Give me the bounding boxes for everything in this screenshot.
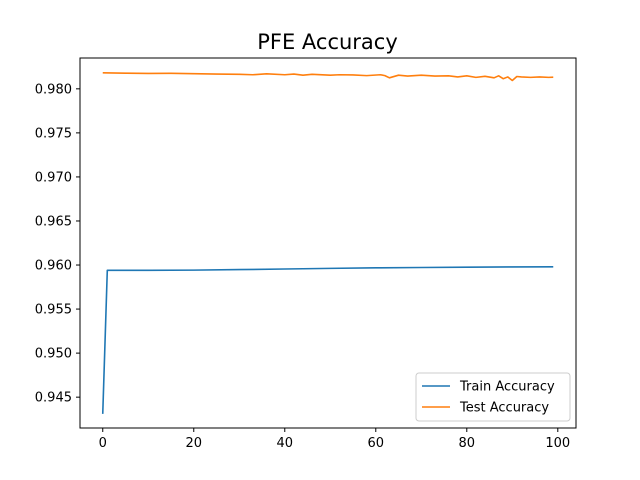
x-tick-label: 40 bbox=[276, 436, 293, 451]
x-tick-label: 80 bbox=[459, 436, 476, 451]
x-axis: 0 20 40 60 80 100 bbox=[99, 428, 570, 451]
legend-box bbox=[415, 372, 571, 422]
plot-frame bbox=[79, 57, 577, 429]
series-group bbox=[101, 72, 554, 414]
x-tick-label: 60 bbox=[368, 436, 385, 451]
series-line-train-accuracy bbox=[101, 265, 554, 414]
y-tick-label: 0.970 bbox=[35, 170, 72, 185]
x-tick-label: 20 bbox=[185, 436, 202, 451]
y-tick-label: 0.975 bbox=[35, 126, 72, 141]
y-tick-label: 0.945 bbox=[35, 391, 72, 406]
y-tick-label: 0.955 bbox=[35, 303, 72, 318]
legend: Train Accuracy Test Accuracy bbox=[415, 372, 571, 422]
series-line-test-accuracy bbox=[102, 72, 554, 82]
y-tick-label: 0.965 bbox=[35, 214, 72, 229]
y-tick-label: 0.950 bbox=[35, 347, 72, 362]
legend-label: Train Accuracy bbox=[459, 380, 555, 395]
x-tick-label: 0 bbox=[99, 436, 107, 451]
y-tick-label: 0.980 bbox=[35, 82, 72, 97]
y-tick-label: 0.960 bbox=[35, 259, 72, 274]
legend-label: Test Accuracy bbox=[459, 401, 549, 416]
x-tick-label: 100 bbox=[545, 436, 570, 451]
chart-title: PFE Accuracy bbox=[257, 30, 398, 54]
y-axis: 0.945 0.950 0.955 0.960 0.965 0.970 0.975 0.980 bbox=[35, 82, 80, 406]
